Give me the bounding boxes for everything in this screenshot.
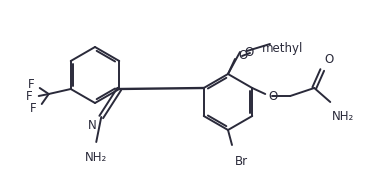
Text: N: N xyxy=(88,119,96,132)
Text: O: O xyxy=(324,53,333,66)
Text: NH₂: NH₂ xyxy=(332,110,354,123)
Text: NH₂: NH₂ xyxy=(85,151,108,164)
Text: F: F xyxy=(28,77,35,91)
Text: F: F xyxy=(26,90,33,102)
Text: methyl: methyl xyxy=(262,42,303,54)
Text: O: O xyxy=(244,45,253,59)
Text: Br: Br xyxy=(235,155,248,168)
Text: F: F xyxy=(30,102,37,114)
Text: O: O xyxy=(268,90,278,102)
Text: O: O xyxy=(238,48,247,62)
